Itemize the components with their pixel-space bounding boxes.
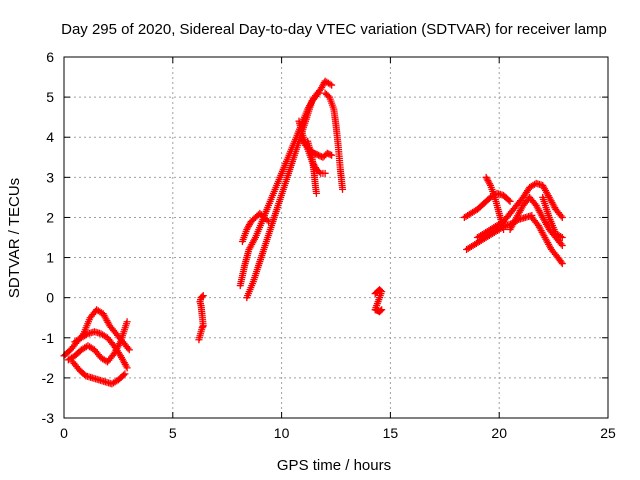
y-tick-label: 6 (46, 49, 54, 65)
y-tick-label: 0 (46, 290, 54, 306)
x-tick-label: 25 (600, 425, 616, 441)
data-point (82, 331, 90, 339)
x-tick-label: 15 (383, 425, 399, 441)
data-point (120, 371, 128, 379)
y-tick-label: 4 (46, 129, 54, 145)
data-point (558, 234, 566, 241)
x-tick-label: 5 (169, 425, 177, 441)
data-point (557, 240, 565, 248)
data-series (64, 318, 131, 366)
data-point (124, 344, 132, 352)
x-tick-label: 10 (274, 425, 290, 441)
data-point (328, 81, 336, 89)
chart-title: Day 295 of 2020, Sidereal Day-to-day VTE… (61, 21, 607, 38)
plot-frame (63, 56, 609, 419)
data-series (482, 173, 508, 233)
data-point (198, 293, 206, 301)
data-point (123, 364, 131, 372)
data-series (195, 292, 207, 344)
data-point (326, 151, 334, 159)
y-tick-label: 2 (46, 209, 54, 225)
data-point (505, 196, 513, 204)
data-point (315, 89, 323, 97)
data-series (528, 213, 566, 268)
data-point (558, 260, 566, 268)
data-point (486, 180, 494, 188)
data-point (558, 242, 566, 250)
data-series (243, 89, 323, 302)
y-tick-label: 1 (46, 250, 54, 266)
data-point (321, 169, 329, 177)
data-series (539, 193, 566, 241)
data-point (328, 151, 336, 159)
x-tick-label: 20 (491, 425, 507, 441)
data-series (473, 179, 566, 241)
data-point (557, 258, 565, 266)
data-point (123, 318, 131, 326)
data-point (557, 232, 565, 240)
data-series (238, 209, 273, 246)
data-point (500, 225, 508, 233)
x-tick-label: 0 (60, 425, 68, 441)
data-point (313, 91, 321, 99)
data-series (321, 89, 347, 193)
data-points (60, 77, 566, 388)
y-tick-label: 5 (46, 89, 54, 105)
y-tick-label: -2 (42, 370, 55, 386)
data-point (121, 370, 129, 378)
y-tick-label: -1 (42, 330, 55, 346)
data-series (297, 133, 336, 161)
data-point (265, 217, 273, 225)
data-series (69, 358, 129, 388)
data-series (304, 137, 320, 197)
x-axis-label: GPS time / hours (277, 457, 391, 474)
data-point (125, 346, 133, 354)
y-axis-label: SDTVAR / TECUs (6, 178, 23, 298)
data-point (315, 168, 323, 176)
tick-labels: 0 5 10 15 20 25 -3 -2 -1 0 1 2 3 4 5 6 (42, 49, 616, 441)
y-tick-label: 3 (46, 169, 54, 185)
data-point (557, 212, 565, 220)
grid-lines (63, 56, 609, 419)
data-series (371, 286, 386, 316)
data-point (506, 197, 514, 205)
data-point (312, 189, 320, 197)
data-point (326, 80, 334, 88)
data-point (199, 292, 207, 300)
data-point (339, 185, 347, 193)
data-point (378, 306, 386, 314)
data-point (263, 216, 271, 224)
y-tick-label: -3 (42, 410, 55, 426)
data-point (377, 307, 385, 315)
data-point (558, 213, 566, 221)
